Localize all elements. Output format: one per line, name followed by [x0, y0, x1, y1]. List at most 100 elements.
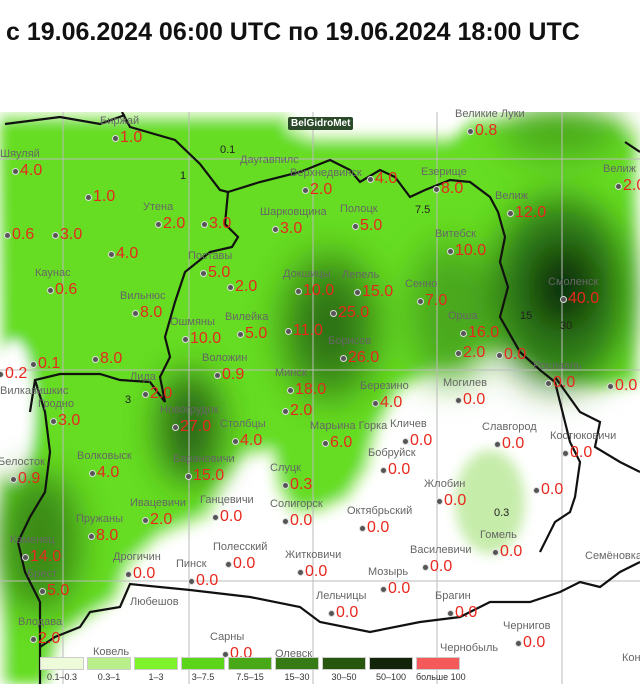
station-name: Полесский — [213, 541, 268, 553]
place-label: Конотоп — [622, 652, 640, 664]
station-value: 18.0 — [295, 381, 327, 398]
legend-swatch — [87, 657, 131, 670]
station-value: 7.0 — [425, 292, 448, 309]
station-value: 0.0 — [463, 391, 486, 408]
station-name: Пружаны — [76, 513, 123, 525]
station-value: 0.0 — [336, 604, 359, 621]
station-value: 0.6 — [55, 281, 78, 298]
station-name: Кличев — [390, 418, 427, 430]
station-value: 8.0 — [441, 180, 464, 197]
place-label: Даугавпилс — [240, 154, 299, 166]
station-dot — [0, 371, 4, 378]
station-value: 15.0 — [193, 467, 225, 484]
station-value: 3.0 — [280, 220, 303, 237]
station-dot — [496, 352, 503, 359]
legend-label: 30–50 — [331, 672, 357, 682]
station-value: 3.0 — [60, 226, 83, 243]
station-dot — [282, 518, 289, 525]
contour-label: 0.1 — [220, 144, 236, 156]
page-title: с 19.06.2024 06:00 UTC по 19.06.2024 18:… — [6, 18, 580, 46]
legend-label: больше 100 — [416, 672, 466, 682]
station-name: Смоленск — [548, 276, 599, 288]
station-value: 0.9 — [18, 470, 41, 487]
station-dot — [88, 533, 95, 540]
station-value: 0.0 — [502, 435, 525, 452]
place-label: Ковель — [93, 646, 130, 658]
station-value: 25.0 — [338, 304, 370, 321]
station-dot — [188, 578, 195, 585]
station-value: 4.0 — [375, 170, 398, 187]
station-dot — [47, 287, 54, 294]
station-name: Брест — [27, 568, 57, 580]
station-dot — [155, 221, 162, 228]
station-dot — [460, 330, 467, 337]
station-name: Столбцы — [220, 418, 266, 430]
station-dot — [402, 438, 409, 445]
legend-swatch — [228, 657, 272, 670]
station-name: Дрогичин — [113, 551, 161, 563]
station-dot — [212, 514, 219, 521]
station-name: Влодава — [18, 616, 63, 628]
station-name: Витебск — [435, 228, 476, 240]
station-dot — [232, 438, 239, 445]
legend-label: 1–3 — [148, 672, 164, 682]
place-label: Чернобыль — [440, 642, 499, 654]
station-name: Вилкавишкис — [0, 385, 69, 397]
station-dot — [340, 355, 347, 362]
station-dot — [132, 310, 139, 317]
station-value: 26.0 — [348, 349, 380, 366]
station-value: 11.0 — [293, 322, 323, 339]
station-dot — [615, 183, 622, 190]
station-value: 12.0 — [515, 204, 547, 221]
station-name: Вилейка — [225, 311, 269, 323]
station-dot — [237, 331, 244, 338]
legend-swatch — [416, 657, 460, 670]
station-dot — [22, 554, 29, 561]
legend-item: 15–30 — [275, 657, 319, 682]
station-dot — [214, 372, 221, 379]
station-dot — [185, 473, 192, 480]
station-dot — [367, 176, 374, 183]
station-value: 4.0 — [116, 245, 139, 262]
station-dot — [560, 296, 567, 303]
station-value: 0.0 — [615, 377, 638, 394]
legend-item: 50–100 — [369, 657, 413, 682]
station-dot — [112, 135, 119, 142]
station-value: 0.3 — [290, 476, 313, 493]
station-dot — [328, 610, 335, 617]
station-dot — [433, 186, 440, 193]
station-dot — [92, 356, 99, 363]
station-name: Могилев — [443, 377, 487, 389]
legend-label: 7.5–15 — [236, 672, 264, 682]
station-dot — [222, 651, 229, 658]
station-name: Слуцк — [270, 462, 301, 474]
station-name: Езерище — [421, 166, 467, 178]
station-value: 0.0 — [220, 508, 243, 525]
station-dot — [455, 397, 462, 404]
station-name: Ивацевичи — [130, 497, 186, 509]
station-name: Брагин — [435, 590, 471, 602]
station-value: 0.0 — [388, 461, 411, 478]
legend-label: 50–100 — [375, 672, 407, 682]
station-dot — [507, 210, 514, 217]
station-name: Шарковщина — [260, 206, 327, 218]
station-value: 3.0 — [58, 412, 81, 429]
station-value: 2.0 — [623, 177, 640, 194]
station-dot — [533, 487, 540, 494]
legend-swatch — [134, 657, 178, 670]
station-name: Верхнедвинск — [290, 167, 362, 179]
station-name: Ганцевичи — [200, 494, 254, 506]
station-name: Октябрьский — [347, 505, 413, 517]
contour-label: 15 — [520, 310, 533, 322]
station-dot — [200, 270, 207, 277]
legend-item: 7.5–15 — [228, 657, 272, 682]
station-value: 0.0 — [570, 444, 593, 461]
station-name: Славгород — [482, 421, 537, 433]
legend-swatch — [181, 657, 225, 670]
station-value: 0.6 — [12, 226, 35, 243]
station-dot — [447, 248, 454, 255]
station-name: Борисов — [328, 335, 372, 347]
station-value: 0.0 — [367, 519, 390, 536]
station-value: 2.0 — [235, 278, 258, 295]
station-dot — [182, 336, 189, 343]
